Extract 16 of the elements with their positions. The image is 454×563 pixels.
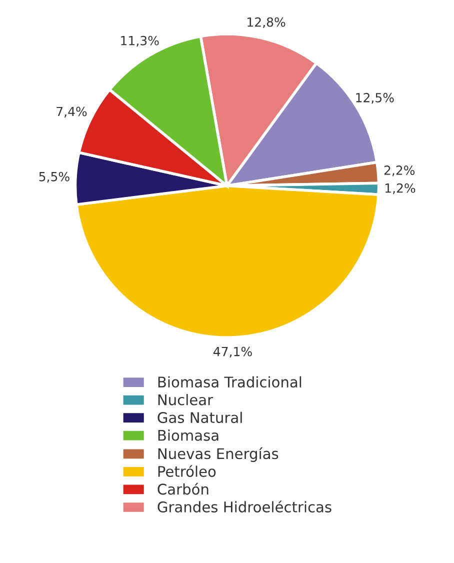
data-label: 11,3% xyxy=(121,36,159,47)
data-label: 7,4% xyxy=(56,106,87,118)
legend-label: Biomasa Tradicional xyxy=(158,376,302,388)
data-label: 12,5% xyxy=(356,92,394,104)
legend-label: Nuclear xyxy=(158,394,214,406)
data-label: 2,2% xyxy=(384,166,415,176)
data-label: 5,5% xyxy=(39,172,70,183)
data-label: 47,1% xyxy=(213,346,252,358)
legend-label: Biomasa xyxy=(158,430,218,441)
legend-label: Carbón xyxy=(158,482,208,495)
legend-label: Nuevas Energías xyxy=(158,447,278,462)
data-label: 12,8% xyxy=(248,17,286,28)
legend-label: Grandes Hidroeléctricas xyxy=(158,500,332,512)
legend-label: Petróleo xyxy=(158,465,216,477)
data-label: 1,2% xyxy=(385,183,416,194)
legend-label: Gas Natural xyxy=(158,412,242,424)
